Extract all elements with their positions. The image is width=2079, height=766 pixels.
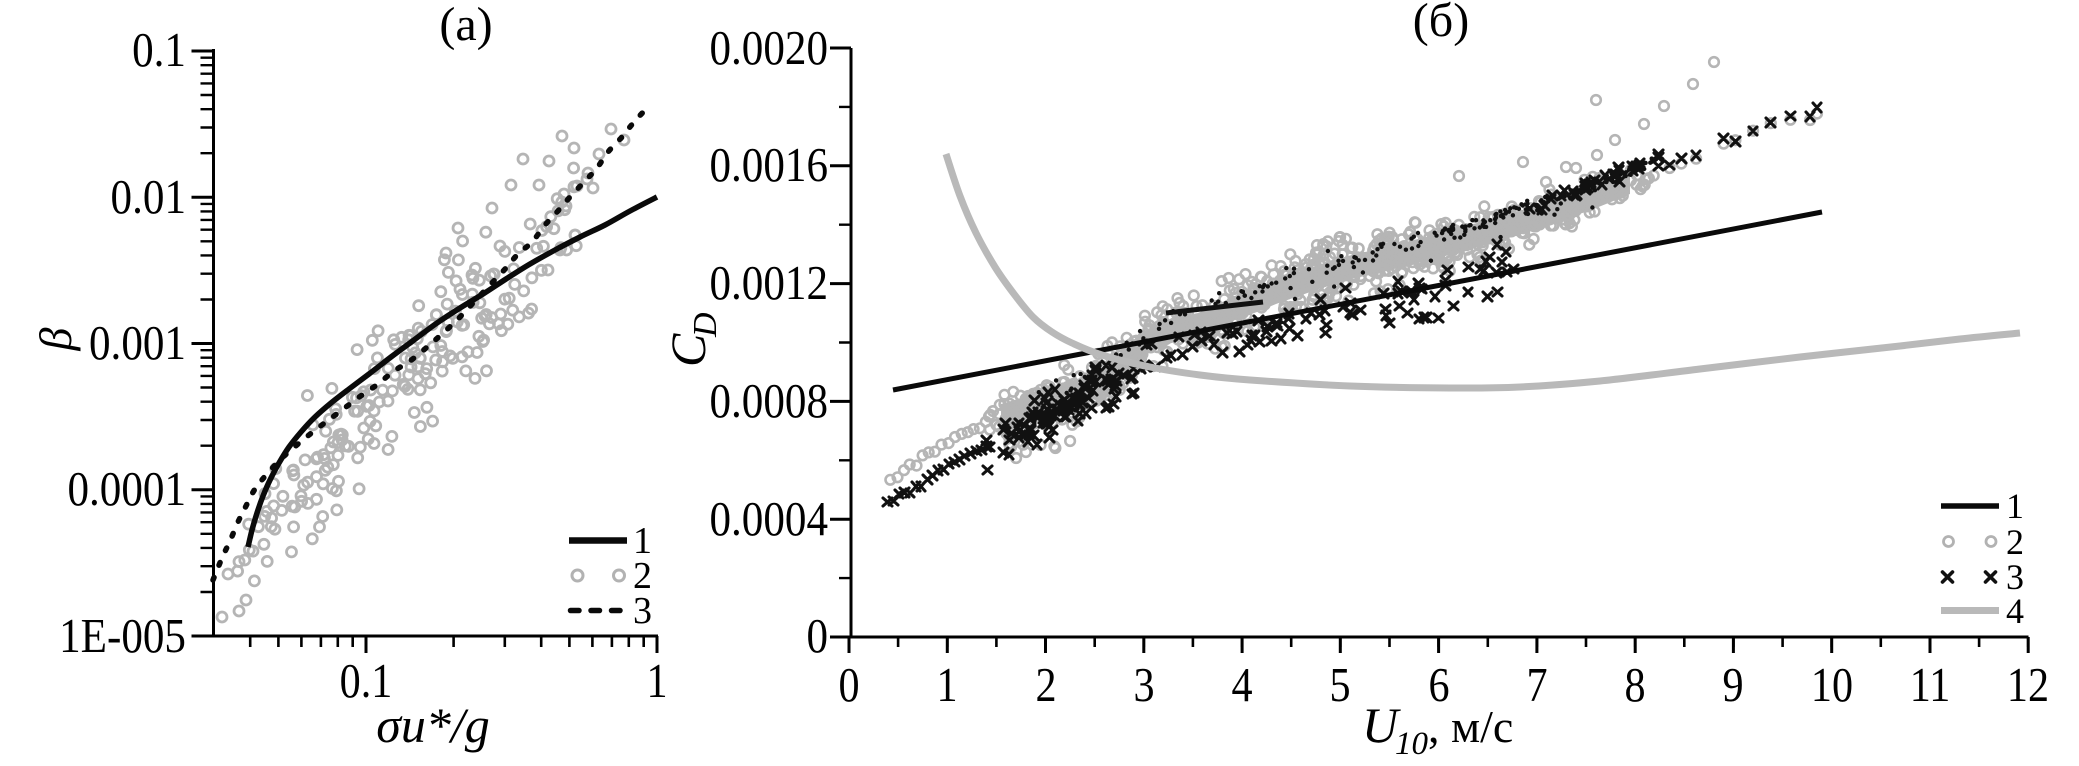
svg-text:4: 4 (1231, 657, 1252, 712)
svg-text:1E-005: 1E-005 (59, 608, 186, 662)
svg-text:3: 3 (1133, 657, 1154, 712)
svg-text:0: 0 (806, 608, 828, 662)
svg-text:11: 11 (1910, 657, 1951, 712)
svg-text:5: 5 (1329, 657, 1350, 712)
svg-text:C: C (660, 333, 716, 367)
svg-text:3: 3 (633, 590, 652, 632)
svg-text:0.001: 0.001 (89, 315, 186, 369)
svg-text:0.0016: 0.0016 (709, 137, 828, 191)
svg-text:8: 8 (1624, 657, 1645, 712)
svg-text:4: 4 (2006, 591, 2024, 631)
svg-text:12: 12 (2007, 657, 2049, 712)
svg-text:β: β (30, 327, 81, 351)
svg-text:D: D (687, 312, 724, 338)
svg-text:9: 9 (1722, 657, 1743, 712)
svg-text:0: 0 (838, 657, 859, 712)
svg-text:0.0020: 0.0020 (709, 20, 828, 74)
svg-text:σu*/g: σu*/g (376, 697, 490, 753)
svg-text:1: 1 (646, 653, 667, 708)
svg-text:1: 1 (2006, 486, 2024, 526)
svg-text:10: 10 (1395, 726, 1429, 761)
svg-text:0.01: 0.01 (111, 169, 186, 223)
svg-text:3: 3 (2006, 557, 2024, 597)
svg-text:(б): (б) (1413, 0, 1469, 47)
svg-text:1: 1 (936, 657, 957, 712)
svg-text:0.0008: 0.0008 (709, 373, 828, 427)
svg-text:0.1: 0.1 (132, 22, 186, 76)
svg-text:1: 1 (633, 520, 652, 562)
svg-text:0.0004: 0.0004 (709, 491, 828, 545)
svg-text:(а): (а) (439, 0, 492, 51)
svg-text:, м/с: , м/с (1428, 701, 1513, 752)
svg-text:2: 2 (633, 555, 652, 597)
svg-text:6: 6 (1428, 657, 1449, 712)
svg-text:2: 2 (2006, 522, 2024, 562)
svg-text:0.1: 0.1 (340, 653, 393, 708)
svg-text:2: 2 (1035, 657, 1056, 712)
svg-text:7: 7 (1526, 657, 1547, 712)
svg-text:0.0012: 0.0012 (709, 255, 828, 309)
svg-text:0.0001: 0.0001 (67, 461, 186, 515)
svg-text:10: 10 (1811, 657, 1853, 712)
svg-text:U: U (1362, 697, 1401, 753)
